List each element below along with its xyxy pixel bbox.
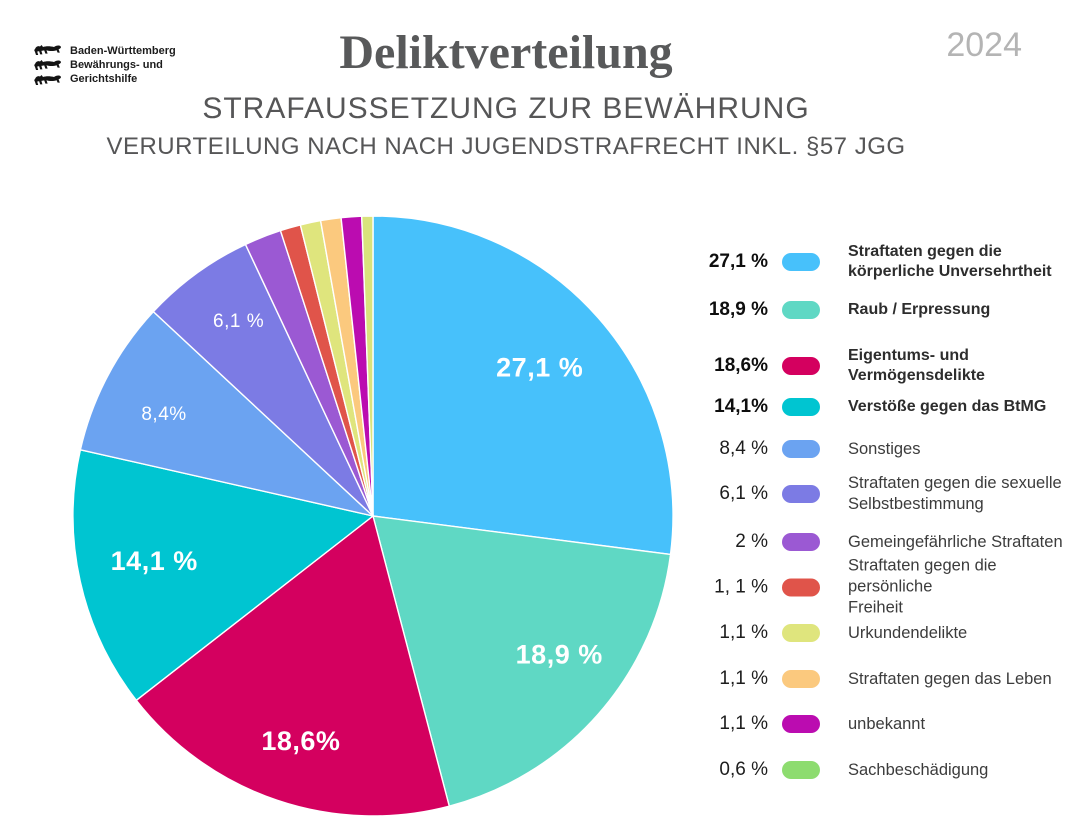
legend-row-straftaten-gegen-die-koerperliche-unversehrtheit: 27,1 % Straftaten gegen die körperliche Un…	[683, 242, 1068, 282]
logo-line-3: Gerichtshilfe	[70, 73, 138, 85]
pie-label-raub-erpressung: 18,9 %	[516, 640, 603, 670]
subtitle-line-1: STRAFAUSSETZUNG ZUR BEWÄHRUNG	[202, 92, 810, 125]
legend-percent: 8,4 %	[719, 438, 768, 459]
legend-row-raub-erpressung: 18,9 % Raub / Erpressung	[683, 299, 1068, 321]
legend-row-eigentums-und-vermoegensdelikte: 18,6% Eigentums- und Vermögensdelikte	[683, 346, 1068, 386]
legend-swatch-urkundendelikte	[782, 624, 820, 642]
subtitle-line-2: VERURTEILUNG NACH NACH JUGENDSTRAFRECHT …	[106, 133, 906, 160]
legend-label: Straftaten gegen die persönliche Freiheit	[848, 556, 997, 617]
legend-swatch-unbekannt	[782, 715, 820, 733]
legend-row-straftaten-gegen-das-leben: 1,1 % Straftaten gegen das Leben	[683, 668, 1068, 690]
legend-row-straftaten-gegen-die-sexuelle-selbstbestimmung: 6,1 % Straftaten gegen die sexuelle Selbst…	[683, 473, 1068, 515]
year-badge: 2024	[946, 26, 1022, 64]
legend-label: Straftaten gegen das Leben	[848, 669, 1052, 688]
legend-percent: 14,1%	[714, 396, 768, 417]
legend-label: Sonstiges	[848, 439, 921, 458]
legend-label: Verstöße gegen das BtMG	[848, 398, 1047, 415]
legend-label: Sachbeschädigung	[848, 760, 989, 779]
legend-percent: 2 %	[735, 531, 768, 552]
pie-label-sonstiges: 8,4%	[141, 404, 186, 425]
pie-chart-area: 27,1 % 18,9 % 18,6% 14,1 % 8,4% 6,1 %	[63, 206, 683, 825]
pie-chart: 27,1 % 18,9 % 18,6% 14,1 % 8,4% 6,1 %	[72, 215, 674, 817]
legend-row-sonstiges: 8,4 % Sonstiges	[683, 438, 1068, 460]
logo-line-2: Bewährungs- und	[70, 59, 163, 71]
pie-label-eigentums-und-vermoegensdelikte: 18,6%	[261, 726, 340, 756]
legend-swatch-verstoesse-gegen-das-btmg	[782, 398, 820, 416]
legend-percent: 18,6%	[714, 355, 768, 376]
pie-slice-sachbeschaedigung	[361, 215, 374, 517]
legend-swatch-sachbeschaedigung	[782, 761, 820, 779]
pie-label-verstoesse-gegen-das-btmg: 14,1 %	[111, 546, 198, 576]
pie-slice-eigentums-und-vermoegensdelikte	[135, 515, 450, 817]
legend-row-straftaten-gegen-die-persoenliche-freiheit: 1, 1 % Straftaten gegen die persönliche Fr…	[683, 556, 1068, 619]
legend-swatch-straftaten-gegen-die-koerperliche-unversehrtheit	[782, 253, 820, 271]
bw-logo: Baden-Württemberg Bewährungs- und Gerich…	[33, 44, 176, 90]
chart-legend: 27,1 % Straftaten gegen die körperliche Un…	[683, 0, 1068, 825]
pie-slice-raub-erpressung	[372, 515, 672, 807]
logo-line-1: Baden-Württemberg	[70, 45, 176, 57]
legend-percent: 1,1 %	[719, 713, 768, 734]
legend-row-unbekannt: 1,1 % unbekannt	[683, 713, 1068, 735]
header-block: Deliktverteilung STRAFAUSSETZUNG ZUR BEW…	[0, 26, 1012, 161]
logo-text: Baden-Württemberg Bewährungs- und Gerich…	[70, 44, 176, 86]
legend-label: Urkundendelikte	[848, 623, 968, 642]
legend-row-gemeingefaehrliche-straftaten: 2 % Gemeingefährliche Straftaten	[683, 531, 1068, 553]
legend-percent: 0,6 %	[719, 759, 768, 780]
legend-swatch-eigentums-und-vermoegensdelikte	[782, 357, 820, 375]
legend-swatch-straftaten-gegen-die-sexuelle-selbstbestimmung	[782, 485, 820, 503]
legend-label: unbekannt	[848, 714, 926, 733]
legend-label: Gemeingefährliche Straftaten	[848, 532, 1063, 551]
pie-label-straftaten-gegen-die-koerperliche-unversehrtheit: 27,1 %	[496, 353, 583, 383]
legend-label: Raub / Erpressung	[848, 301, 991, 318]
legend-label: Straftaten gegen die körperliche Unverseh…	[848, 243, 1052, 280]
pie-slice-verstoesse-gegen-das-btmg	[72, 449, 374, 701]
legend-swatch-gemeingefaehrliche-straftaten	[782, 533, 820, 551]
legend-swatch-straftaten-gegen-das-leben	[782, 670, 820, 688]
legend-percent: 1,1 %	[719, 622, 768, 643]
legend-percent: 6,1 %	[719, 483, 768, 504]
pie-slice-sonstiges	[79, 310, 374, 517]
legend-row-urkundendelikte: 1,1 % Urkundendelikte	[683, 622, 1068, 644]
legend-row-sachbeschaedigung: 0,6 % Sachbeschädigung	[683, 759, 1068, 781]
legend-label: Eigentums- und Vermögensdelikte	[848, 347, 985, 384]
legend-swatch-straftaten-gegen-die-persoenliche-freiheit	[782, 578, 820, 596]
legend-percent: 1, 1 %	[714, 576, 768, 597]
page-title: Deliktverteilung	[339, 26, 673, 79]
legend-swatch-raub-erpressung	[782, 301, 820, 319]
legend-percent: 27,1 %	[708, 251, 768, 272]
legend-row-verstoesse-gegen-das-btmg: 14,1% Verstöße gegen das BtMG	[683, 396, 1068, 418]
legend-percent: 1,1 %	[719, 668, 768, 689]
pie-label-straftaten-gegen-die-sexuelle-selbstbestimmung: 6,1 %	[213, 311, 264, 332]
legend-swatch-sonstiges	[782, 440, 820, 458]
pie-slice-straftaten-gegen-die-koerperliche-unversehrtheit	[372, 215, 674, 556]
legend-percent: 18,9 %	[708, 299, 768, 320]
legend-label: Straftaten gegen die sexuelle Selbstbesti…	[848, 474, 1062, 513]
